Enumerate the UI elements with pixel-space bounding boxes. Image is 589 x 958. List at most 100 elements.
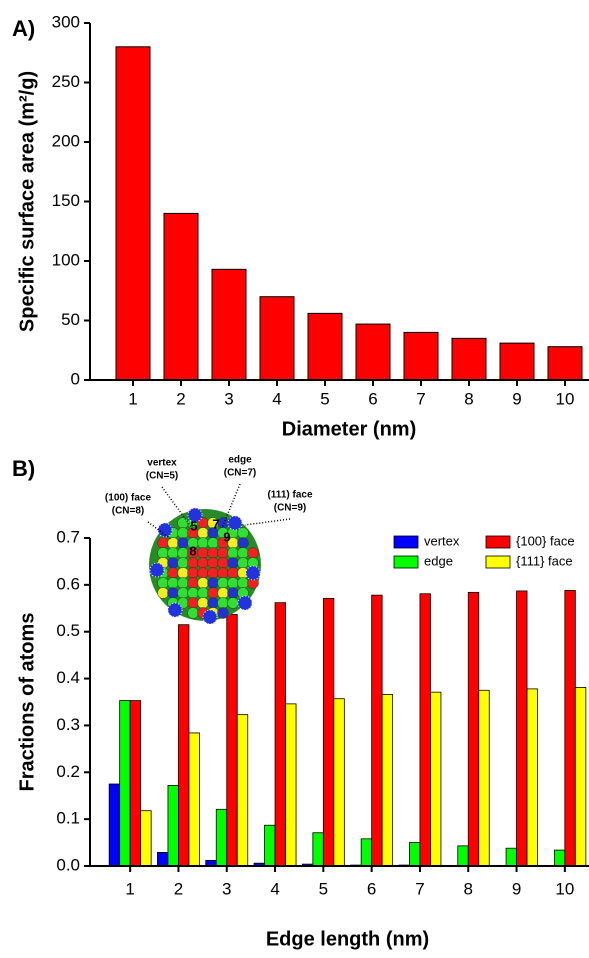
inset-atom — [167, 602, 183, 618]
atom-label: 9 — [223, 529, 230, 544]
inset-atom — [207, 547, 219, 559]
legend-swatch — [393, 535, 419, 549]
leader-line — [244, 518, 291, 526]
x-tick-label: 8 — [464, 389, 473, 408]
inset-atom — [237, 547, 249, 559]
x-tick-label: 10 — [556, 389, 575, 408]
y-tick-label: 250 — [52, 72, 80, 91]
y-tick-label: 0.0 — [56, 855, 80, 874]
inset-atom — [247, 547, 259, 559]
inset-atom — [207, 537, 219, 549]
leader-line — [147, 521, 173, 541]
bar — [129, 700, 142, 867]
x-tick-label: 10 — [555, 879, 574, 898]
inset-atom — [197, 567, 209, 579]
atom-label: 8 — [189, 543, 196, 558]
bar — [505, 847, 517, 867]
inset-atom — [167, 577, 179, 589]
legend-swatch — [485, 535, 511, 549]
inset-atom — [197, 597, 209, 609]
bar — [419, 593, 431, 867]
x-tick-label: 7 — [415, 879, 424, 898]
bar — [312, 832, 324, 867]
x-axis-title: Diameter (nm) — [282, 418, 416, 440]
bar — [188, 732, 200, 867]
inset-annotation: (CN=9) — [274, 503, 307, 514]
inset-atom — [177, 547, 189, 559]
y-tick-label: 0.4 — [56, 668, 80, 687]
leader-line — [221, 483, 241, 529]
x-tick-label: 2 — [174, 879, 183, 898]
x-tick-label: 1 — [128, 389, 137, 408]
bar — [108, 783, 121, 867]
bar — [307, 312, 343, 381]
bar — [167, 785, 179, 867]
inset-atom — [227, 577, 239, 589]
bar — [478, 689, 490, 867]
bar — [526, 688, 538, 867]
atom-label: 7 — [212, 516, 219, 531]
y-tick-label: 0.7 — [56, 527, 80, 546]
x-tick-label: 4 — [270, 879, 279, 898]
inset-atom — [227, 547, 239, 559]
inset-atom — [177, 567, 189, 579]
y-tick-label: 300 — [52, 12, 80, 31]
bar — [360, 838, 373, 867]
bar — [163, 212, 199, 381]
inset-annotation: (100) face — [105, 493, 152, 504]
y-tick-label: 50 — [61, 310, 80, 329]
inset-annotation: (CN=5) — [146, 471, 179, 482]
leader-line — [161, 486, 193, 529]
legend-label: {111} face — [516, 553, 573, 568]
bar — [236, 714, 249, 867]
inset-atom — [187, 597, 199, 609]
y-tick-label: 0.6 — [56, 574, 80, 593]
inset-atom — [149, 562, 165, 578]
inset-atom — [227, 567, 239, 579]
inset-atom — [157, 537, 169, 549]
x-axis-title: Edge length (nm) — [266, 928, 429, 950]
inset-atom — [217, 607, 229, 619]
inset-atom — [157, 577, 169, 589]
inset-atom — [177, 537, 189, 549]
inset-atom — [177, 557, 189, 569]
bar — [264, 824, 276, 867]
y-tick-label: 150 — [52, 191, 80, 210]
inset-atom — [187, 577, 199, 589]
y-tick-label: 0 — [71, 369, 80, 388]
bar — [430, 691, 442, 867]
bar — [115, 46, 151, 381]
inset-atom — [217, 567, 229, 579]
inset-atom — [187, 567, 199, 579]
panel-label: A) — [12, 16, 35, 41]
inset-atom — [207, 567, 219, 579]
x-tick-label: 4 — [272, 389, 281, 408]
bar — [119, 700, 131, 867]
y-axis-title: Specific surface area (m²/g) — [16, 71, 38, 332]
inset-annotation: edge — [228, 455, 252, 466]
inset-atom — [157, 547, 169, 559]
bar — [226, 613, 238, 867]
bar — [140, 810, 152, 867]
panel-label: B) — [12, 456, 35, 481]
inset-atom — [207, 557, 219, 569]
legend-label: vertex — [424, 533, 460, 548]
bar — [371, 594, 383, 867]
x-tick-label: 3 — [224, 389, 233, 408]
atom-label: 5 — [190, 518, 197, 533]
inset-atom — [177, 527, 189, 539]
y-tick-label: 100 — [52, 250, 80, 269]
inset-atom — [177, 587, 189, 599]
x-tick-label: 6 — [367, 879, 376, 898]
y-tick-label: 0.5 — [56, 621, 80, 640]
inset-atom — [207, 587, 219, 599]
inset-atom — [207, 597, 219, 609]
x-tick-label: 6 — [368, 389, 377, 408]
bar — [457, 845, 469, 867]
inset-atom — [237, 595, 253, 611]
bar — [211, 268, 247, 381]
bar — [499, 342, 535, 381]
bar — [574, 687, 587, 867]
inset-atom — [237, 537, 249, 549]
